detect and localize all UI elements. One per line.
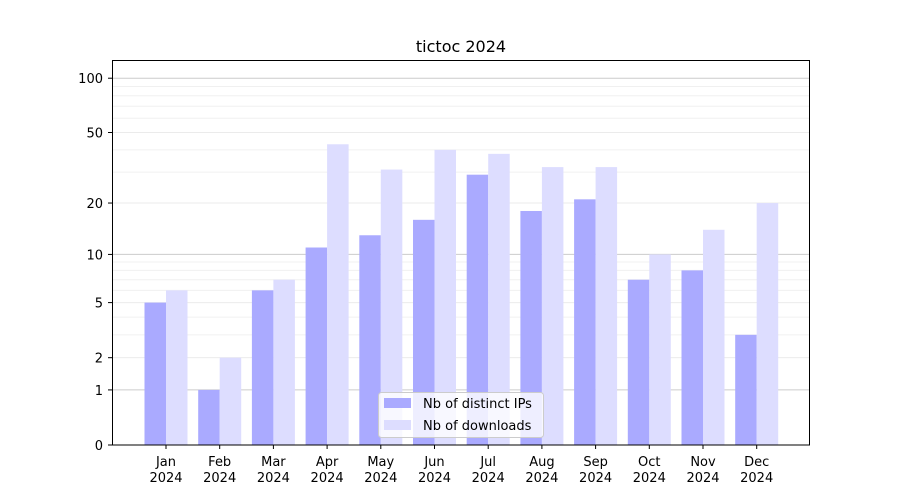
axes-frame <box>112 60 810 446</box>
x-tick-label-year: 2024 <box>364 471 397 486</box>
x-tick-label-year: 2024 <box>257 471 290 486</box>
bar-downloads <box>273 279 295 445</box>
bar-distinct-ips <box>735 334 757 445</box>
x-tick-label-month: Jan <box>155 455 176 470</box>
legend: Nb of distinct IPs Nb of downloads <box>378 392 544 438</box>
y-tick-label: 50 <box>86 127 103 142</box>
bar-distinct-ips <box>520 210 542 445</box>
bar-downloads <box>703 229 725 445</box>
x-tick-label-month: Nov <box>690 455 716 470</box>
y-tick-label: 20 <box>86 197 103 212</box>
y-axis: 0 1 2 5 10 20 50 100 <box>78 72 112 454</box>
bar-distinct-ips <box>681 270 703 445</box>
bar-distinct-ips <box>413 219 435 445</box>
bar-distinct-ips <box>305 247 328 445</box>
bar-downloads <box>166 290 188 445</box>
y-tick-label: 100 <box>78 72 103 87</box>
legend-box <box>378 392 544 438</box>
y-tick-label: 10 <box>86 248 103 263</box>
y-tick-label: 5 <box>95 297 103 312</box>
x-tick-label-month: Feb <box>208 455 231 470</box>
x-tick-label-month: Jul <box>479 455 496 470</box>
x-tick-label-month: Aug <box>529 455 554 470</box>
bars <box>144 144 779 446</box>
bar-downloads <box>380 169 403 445</box>
bar-distinct-ips <box>627 279 650 445</box>
y-tick-label: 2 <box>95 352 103 367</box>
x-tick-label-year: 2024 <box>311 471 344 486</box>
x-tick-label-month: Oct <box>638 455 660 470</box>
bar-distinct-ips <box>359 235 381 445</box>
bar-distinct-ips <box>251 290 274 445</box>
legend-swatch-downloads <box>384 420 411 430</box>
bar-distinct-ips <box>466 174 489 445</box>
x-tick-label-year: 2024 <box>525 471 558 486</box>
x-tick-label-month: Mar <box>261 455 286 470</box>
bar-downloads <box>756 203 779 445</box>
legend-label-ips: Nb of distinct IPs <box>423 397 532 412</box>
legend-swatch-ips <box>384 398 411 408</box>
bar-distinct-ips <box>144 302 166 445</box>
x-tick-label-year: 2024 <box>579 471 612 486</box>
y-tick-label: 1 <box>95 384 103 399</box>
y-tick-label: 0 <box>95 439 103 454</box>
x-tick-label-year: 2024 <box>418 471 451 486</box>
x-tick-label-year: 2024 <box>686 471 719 486</box>
bar-distinct-ips <box>198 389 220 445</box>
x-axis: Jan2024Feb2024Mar2024Apr2024May2024Jun20… <box>149 445 773 486</box>
x-tick-label-month: May <box>367 455 394 470</box>
bar-downloads <box>327 144 349 445</box>
bar-downloads <box>541 167 564 446</box>
bar-distinct-ips <box>574 199 596 445</box>
chart-title: tictoc 2024 <box>416 37 506 56</box>
x-tick-label-year: 2024 <box>740 471 773 486</box>
x-tick-label-month: Jun <box>423 455 444 470</box>
legend-label-downloads: Nb of downloads <box>423 419 532 434</box>
x-tick-label-year: 2024 <box>472 471 505 486</box>
x-tick-label-year: 2024 <box>633 471 666 486</box>
x-tick-label-month: Apr <box>316 455 339 470</box>
x-tick-label-month: Dec <box>744 455 769 470</box>
bar-downloads <box>488 153 510 445</box>
x-tick-label-month: Sep <box>583 455 608 470</box>
x-tick-label-year: 2024 <box>149 471 182 486</box>
x-tick-label-year: 2024 <box>203 471 236 486</box>
bar-downloads <box>649 254 671 445</box>
bar-downloads <box>595 167 618 446</box>
bar-downloads <box>219 357 242 445</box>
bar-downloads <box>434 149 456 446</box>
